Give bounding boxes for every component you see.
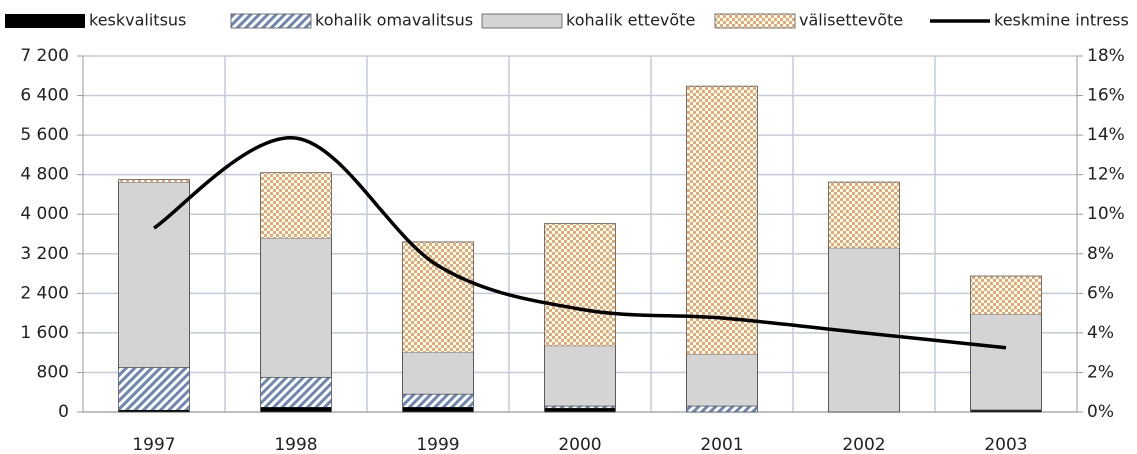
bar-segment [260, 407, 332, 412]
bar-segment [544, 345, 616, 407]
y-tick-label: 1 600 [20, 323, 69, 343]
x-tick-label: 1998 [274, 435, 317, 454]
legend-swatch [5, 14, 85, 28]
y-tick-label: 2 400 [20, 283, 69, 303]
bar-segment [686, 86, 758, 355]
bar-segment [970, 410, 1042, 412]
y2-tick-label: 4% [1087, 323, 1114, 343]
y-tick-label: 6 400 [20, 86, 69, 106]
bar-segment [544, 406, 616, 409]
bar-segment [970, 313, 1042, 411]
bar-outline [544, 223, 616, 413]
bar-segment [260, 237, 332, 378]
y-tick-label: 4 000 [20, 204, 69, 224]
bar-segment [402, 241, 474, 353]
legend-label: välisettevõte [799, 11, 903, 30]
y-tick-label: 0 [58, 402, 69, 422]
bar-outline [686, 85, 758, 413]
bar-segment [118, 367, 190, 411]
bar-segment [970, 276, 1042, 315]
y-tick-label: 5 600 [20, 125, 69, 145]
bar-segment [686, 406, 758, 412]
x-tick-label: 1999 [416, 435, 459, 454]
bar-segment [118, 410, 190, 412]
bar-segment [118, 179, 190, 183]
bar-segment [544, 408, 616, 412]
y2-tick-label: 18% [1087, 46, 1125, 66]
legend-label: kohalik omavalitsus [315, 11, 473, 30]
y-tick-label: 7 200 [20, 46, 69, 66]
bar-segment [402, 351, 474, 395]
y2-tick-label: 14% [1087, 125, 1125, 145]
bar-segment [828, 182, 900, 248]
bar-outline [260, 172, 332, 413]
legend-label: keskvalitsus [89, 11, 186, 30]
bar-segment [260, 377, 332, 408]
y-tick-label: 3 200 [20, 244, 69, 264]
x-tick-label: 1997 [132, 435, 175, 454]
bar-segment [118, 181, 190, 368]
legend-label: keskmine intress [994, 11, 1129, 30]
y2-tick-label: 2% [1087, 362, 1114, 382]
bar-segment [260, 172, 332, 238]
legend-label: kohalik ettevõte [566, 11, 695, 30]
legend: keskvalitsus kohalik omavalitsus kohalik e… [5, 11, 1129, 30]
bar-segment [544, 223, 616, 346]
y2-tick-label: 8% [1087, 244, 1114, 264]
y-tick-label: 800 [37, 362, 69, 382]
x-tick-label: 2000 [558, 435, 601, 454]
bar-outline [828, 181, 900, 413]
bar-segment [402, 394, 474, 408]
y2-tick-label: 10% [1087, 204, 1125, 224]
y2-tick-label: 6% [1087, 283, 1114, 303]
x-tick-label: 2001 [700, 435, 743, 454]
y2-tick-label: 16% [1087, 86, 1125, 106]
legend-swatch [230, 13, 312, 29]
bar-segment [686, 353, 758, 407]
legend-swatch [714, 13, 796, 29]
y-tick-label: 4 800 [20, 165, 69, 185]
x-tick-label: 2003 [984, 435, 1027, 454]
bar-outline [402, 241, 474, 413]
y2-tick-label: 12% [1087, 165, 1125, 185]
bar-segment [402, 407, 474, 412]
bar-outline [118, 179, 190, 413]
x-tick-label: 2002 [842, 435, 885, 454]
line [153, 136, 1007, 350]
y2-tick-label: 0% [1087, 402, 1114, 422]
legend-swatch [481, 13, 563, 29]
